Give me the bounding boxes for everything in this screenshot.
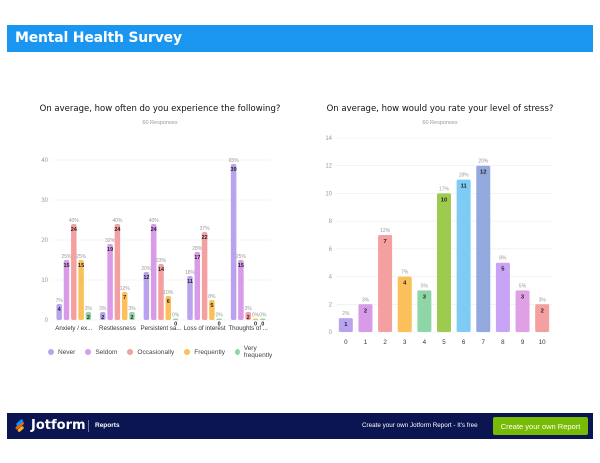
legend-label: Frequently <box>194 348 225 356</box>
legend-item[interactable]: Occasionally <box>127 345 174 359</box>
report-title: Mental Health Survey <box>15 30 182 46</box>
report-content <box>7 52 593 412</box>
brand-name: Jotform <box>31 418 86 433</box>
chart2-title: On average, how would you rate your leve… <box>326 104 554 114</box>
legend-item[interactable]: Frequently <box>184 345 225 359</box>
section-label: Reports <box>95 422 120 429</box>
create-report-button[interactable]: Create your own Report <box>493 417 588 435</box>
legend-label: Never <box>58 348 76 356</box>
legend-item[interactable]: Seldom <box>85 345 117 359</box>
chart2-subtitle: 60 Responses <box>422 120 458 126</box>
jotform-logo-icon <box>15 419 24 432</box>
legend-label: Occasionally <box>137 348 175 356</box>
legend-swatch <box>85 349 92 355</box>
report-header: Mental Health Survey <box>7 25 593 52</box>
chart1-legend: Never Seldom Occasionally Frequently Very fr… <box>48 345 278 359</box>
promo-text: Create your own Jotform Report - It's fr… <box>362 422 478 429</box>
legend-swatch <box>48 349 54 355</box>
chart1-subtitle: 60 Responses <box>142 120 178 126</box>
legend-label: Seldom <box>95 348 118 356</box>
legend-swatch <box>234 349 240 355</box>
legend-item[interactable]: Never <box>48 345 75 359</box>
legend-item[interactable]: Very frequently <box>234 345 278 359</box>
footer-divider <box>88 420 89 432</box>
jotform-logo[interactable]: Jotform <box>13 418 86 433</box>
legend-swatch <box>184 349 191 355</box>
legend-swatch <box>127 349 134 355</box>
footer-bar: Jotform Reports Create your own Jotform … <box>7 413 593 439</box>
legend-label: Very frequently <box>243 345 273 359</box>
chart1-title: On average, how often do you experience … <box>39 104 281 114</box>
